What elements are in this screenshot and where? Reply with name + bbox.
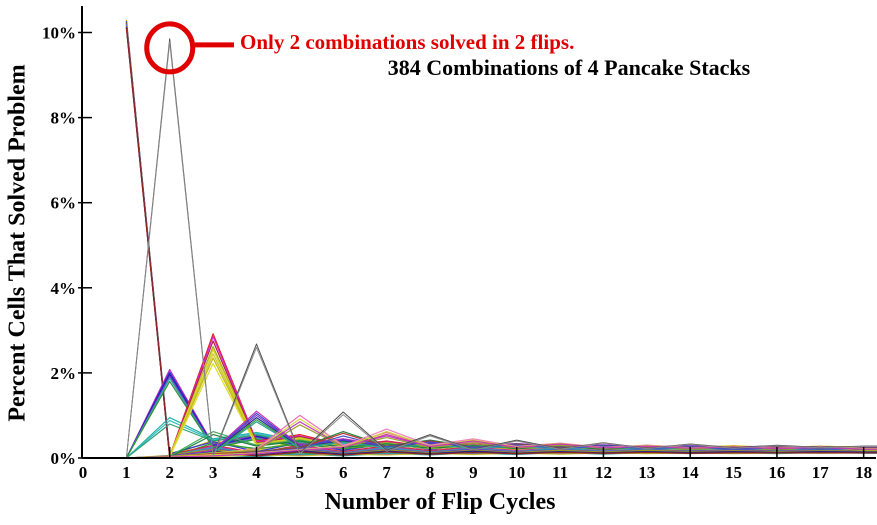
x-tick-label: 2	[165, 463, 174, 482]
series-line-one-flip-10	[125, 27, 877, 458]
y-tick-label: 4%	[51, 279, 77, 298]
x-tick-label: 16	[768, 463, 785, 482]
x-tick-label: 9	[469, 463, 478, 482]
x-tick-label: 3	[209, 463, 218, 482]
x-tick-label: 18	[855, 463, 872, 482]
x-tick-label: 4	[252, 463, 261, 482]
chart-title: 384 Combinations of 4 Pancake Stacks	[387, 55, 751, 80]
y-tick-label: 6%	[51, 194, 77, 213]
x-tick-label: 0	[79, 463, 88, 482]
x-tick-label: 6	[339, 463, 348, 482]
series-line-two-flip-combo-2	[125, 41, 877, 459]
annotation-text: Only 2 combinations solved in 2 flips.	[240, 30, 575, 54]
series-line-two-flip-combo-1	[125, 38, 877, 459]
x-tick-label: 1	[122, 463, 131, 482]
x-tick-label: 5	[296, 463, 305, 482]
x-tick-label: 10	[508, 463, 525, 482]
y-tick-label: 0%	[51, 449, 77, 468]
x-tick-label: 12	[595, 463, 612, 482]
annotation-circle	[144, 21, 196, 75]
x-tick-label: 15	[725, 463, 742, 482]
y-tick-label: 10%	[42, 24, 76, 43]
x-axis-title: Number of Flip Cycles	[324, 489, 556, 515]
x-tick-label: 17	[812, 463, 830, 482]
x-tick-label: 8	[426, 463, 435, 482]
y-tick-label: 8%	[51, 109, 77, 128]
x-tick-label: 7	[382, 463, 391, 482]
x-tick-label: 11	[552, 463, 568, 482]
x-tick-label: 14	[682, 463, 700, 482]
x-tick-label: 13	[638, 463, 655, 482]
y-axis-title: Percent Cells That Solved Problem	[4, 64, 31, 422]
y-tick-label: 2%	[51, 364, 77, 383]
